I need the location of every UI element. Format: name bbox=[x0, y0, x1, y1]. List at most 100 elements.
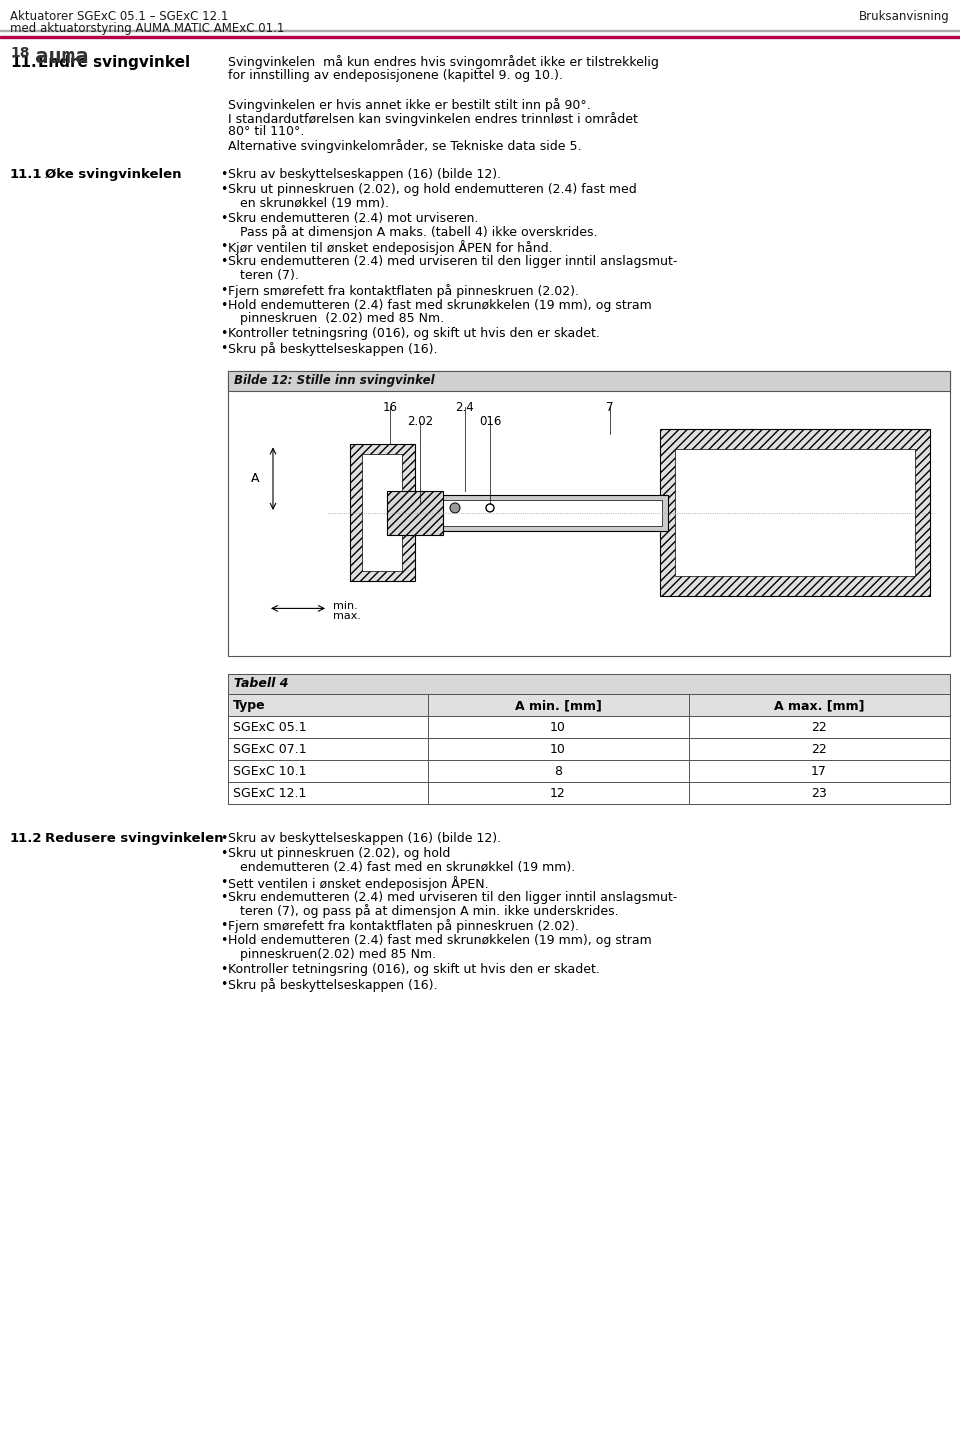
Text: Bilde 12: Stille inn svingvinkel: Bilde 12: Stille inn svingvinkel bbox=[234, 375, 435, 388]
Text: •: • bbox=[220, 169, 228, 182]
Text: Skru på beskyttelseskappen (16).: Skru på beskyttelseskappen (16). bbox=[228, 343, 438, 356]
Text: max.: max. bbox=[333, 612, 361, 622]
Text: teren (7), og pass på at dimensjon A min. ikke underskrides.: teren (7), og pass på at dimensjon A min… bbox=[240, 904, 618, 918]
Text: Skru av beskyttelseskappen (16) (bilde 12).: Skru av beskyttelseskappen (16) (bilde 1… bbox=[228, 833, 501, 846]
Text: 10: 10 bbox=[550, 721, 566, 734]
Text: 016: 016 bbox=[479, 416, 501, 429]
Bar bbox=[408, 495, 668, 530]
Bar bbox=[387, 491, 443, 535]
Text: Kontroller tetningsring (016), og skift ut hvis den er skadet.: Kontroller tetningsring (016), og skift … bbox=[228, 327, 600, 340]
Text: Fjern smørefett fra kontaktflaten på pinneskruen (2.02).: Fjern smørefett fra kontaktflaten på pin… bbox=[228, 920, 579, 933]
Text: A min. [mm]: A min. [mm] bbox=[515, 699, 601, 712]
Text: Redusere svingvinkelen: Redusere svingvinkelen bbox=[45, 833, 224, 846]
Text: Svingvinkelen er hvis annet ikke er bestilt stilt inn på 90°.: Svingvinkelen er hvis annet ikke er best… bbox=[228, 99, 590, 112]
Text: •: • bbox=[220, 934, 228, 947]
Text: Skru ut pinneskruen (2.02), og hold: Skru ut pinneskruen (2.02), og hold bbox=[228, 847, 450, 860]
Text: 2.02: 2.02 bbox=[407, 416, 433, 429]
Text: Tabell 4: Tabell 4 bbox=[234, 677, 289, 690]
Text: 80° til 110°.: 80° til 110°. bbox=[228, 125, 304, 138]
Bar bbox=[228, 674, 950, 805]
Text: pinneskruen  (2.02) med 85 Nm.: pinneskruen (2.02) med 85 Nm. bbox=[240, 312, 444, 325]
Text: pinneskruen(2.02) med 85 Nm.: pinneskruen(2.02) med 85 Nm. bbox=[240, 947, 436, 960]
Text: Alternative svingvinkelområder, se Tekniske data side 5.: Alternative svingvinkelområder, se Tekni… bbox=[228, 138, 582, 153]
Text: •: • bbox=[220, 240, 228, 253]
Text: •: • bbox=[220, 891, 228, 904]
Text: 17: 17 bbox=[811, 766, 827, 779]
Bar bbox=[414, 500, 662, 526]
Text: Kjør ventilen til ønsket endeposisjon ÅPEN for hånd.: Kjør ventilen til ønsket endeposisjon ÅP… bbox=[228, 240, 553, 256]
Text: Type: Type bbox=[233, 699, 266, 712]
Text: Skru endemutteren (2.4) med urviseren til den ligger inntil anslagsmut-: Skru endemutteren (2.4) med urviseren ti… bbox=[228, 891, 678, 904]
Text: 2.4: 2.4 bbox=[456, 401, 474, 414]
Text: •: • bbox=[220, 963, 228, 976]
Text: Endre svingvinkel: Endre svingvinkel bbox=[38, 55, 190, 70]
Bar bbox=[228, 760, 950, 782]
Text: 16: 16 bbox=[382, 401, 397, 414]
Text: 11.2: 11.2 bbox=[10, 833, 42, 846]
Bar bbox=[0, 36, 960, 38]
Bar bbox=[350, 445, 415, 581]
Text: •: • bbox=[220, 978, 228, 991]
Text: SGExC 05.1: SGExC 05.1 bbox=[233, 721, 306, 734]
Text: SGExC 10.1: SGExC 10.1 bbox=[233, 766, 306, 779]
Text: •: • bbox=[220, 920, 228, 933]
Text: 11.1: 11.1 bbox=[10, 169, 42, 182]
Text: •: • bbox=[220, 299, 228, 312]
Text: endemutteren (2.4) fast med en skrunøkkel (19 mm).: endemutteren (2.4) fast med en skrunøkke… bbox=[240, 860, 575, 873]
Text: Øke svingvinkelen: Øke svingvinkelen bbox=[45, 169, 181, 182]
Text: 23: 23 bbox=[811, 788, 827, 801]
Text: •: • bbox=[220, 876, 228, 889]
Text: A max. [mm]: A max. [mm] bbox=[774, 699, 864, 712]
Text: for innstilling av endeposisjonene (kapittel 9. og 10.).: for innstilling av endeposisjonene (kapi… bbox=[228, 68, 563, 81]
Text: SGExC 12.1: SGExC 12.1 bbox=[233, 788, 306, 801]
Text: •: • bbox=[220, 327, 228, 340]
Bar bbox=[228, 738, 950, 760]
Text: Skru på beskyttelseskappen (16).: Skru på beskyttelseskappen (16). bbox=[228, 978, 438, 992]
Text: Skru endemutteren (2.4) mot urviseren.: Skru endemutteren (2.4) mot urviseren. bbox=[228, 212, 478, 225]
Bar bbox=[228, 372, 950, 657]
Text: •: • bbox=[220, 283, 228, 296]
Text: en skrunøkkel (19 mm).: en skrunøkkel (19 mm). bbox=[240, 198, 389, 209]
Text: •: • bbox=[220, 212, 228, 225]
Text: Hold endemutteren (2.4) fast med skrunøkkelen (19 mm), og stram: Hold endemutteren (2.4) fast med skrunøk… bbox=[228, 299, 652, 312]
Text: Svingvinkelen  må kun endres hvis svingområdet ikke er tilstrekkelig: Svingvinkelen må kun endres hvis svingom… bbox=[228, 55, 659, 68]
Text: Skru av beskyttelseskappen (16) (bilde 12).: Skru av beskyttelseskappen (16) (bilde 1… bbox=[228, 169, 501, 182]
Text: med aktuatorstyring AUMA MATIC AMExC 01.1: med aktuatorstyring AUMA MATIC AMExC 01.… bbox=[10, 22, 284, 35]
Text: •: • bbox=[220, 183, 228, 196]
Text: teren (7).: teren (7). bbox=[240, 269, 299, 282]
Text: auma: auma bbox=[35, 46, 88, 67]
Text: Aktuatorer SGExC 05.1 – SGExC 12.1: Aktuatorer SGExC 05.1 – SGExC 12.1 bbox=[10, 10, 228, 23]
Bar bbox=[660, 430, 930, 596]
Text: Sett ventilen i ønsket endeposisjon ÅPEN.: Sett ventilen i ønsket endeposisjon ÅPEN… bbox=[228, 876, 489, 891]
Text: •: • bbox=[220, 833, 228, 846]
Text: Skru ut pinneskruen (2.02), og hold endemutteren (2.4) fast med: Skru ut pinneskruen (2.02), og hold ende… bbox=[228, 183, 636, 196]
Text: Fjern smørefett fra kontaktflaten på pinneskruen (2.02).: Fjern smørefett fra kontaktflaten på pin… bbox=[228, 283, 579, 298]
Text: A: A bbox=[251, 472, 259, 485]
Circle shape bbox=[450, 503, 460, 513]
Bar bbox=[228, 674, 950, 695]
Text: Skru endemutteren (2.4) med urviseren til den ligger inntil anslagsmut-: Skru endemutteren (2.4) med urviseren ti… bbox=[228, 256, 678, 269]
Text: I standardutførelsen kan svingvinkelen endres trinnløst i området: I standardutførelsen kan svingvinkelen e… bbox=[228, 112, 637, 125]
Bar bbox=[362, 455, 402, 571]
Text: 12: 12 bbox=[550, 788, 565, 801]
Bar bbox=[228, 716, 950, 738]
Text: •: • bbox=[220, 256, 228, 269]
Bar bbox=[675, 449, 915, 577]
Text: •: • bbox=[220, 847, 228, 860]
Text: Bruksanvisning: Bruksanvisning bbox=[859, 10, 950, 23]
Text: 18: 18 bbox=[10, 46, 30, 60]
Text: 7: 7 bbox=[607, 401, 613, 414]
Text: 11.: 11. bbox=[10, 55, 36, 70]
Text: SGExC 07.1: SGExC 07.1 bbox=[233, 744, 306, 757]
Text: •: • bbox=[220, 343, 228, 356]
Bar bbox=[228, 782, 950, 805]
Bar bbox=[228, 372, 950, 391]
Text: Kontroller tetningsring (016), og skift ut hvis den er skadet.: Kontroller tetningsring (016), og skift … bbox=[228, 963, 600, 976]
Text: 22: 22 bbox=[811, 721, 827, 734]
Text: 22: 22 bbox=[811, 744, 827, 757]
Text: min.: min. bbox=[333, 602, 358, 612]
Text: Pass på at dimensjon A maks. (tabell 4) ikke overskrides.: Pass på at dimensjon A maks. (tabell 4) … bbox=[240, 225, 597, 240]
Text: 8: 8 bbox=[554, 766, 562, 779]
Text: 10: 10 bbox=[550, 744, 566, 757]
Bar bbox=[228, 695, 950, 716]
